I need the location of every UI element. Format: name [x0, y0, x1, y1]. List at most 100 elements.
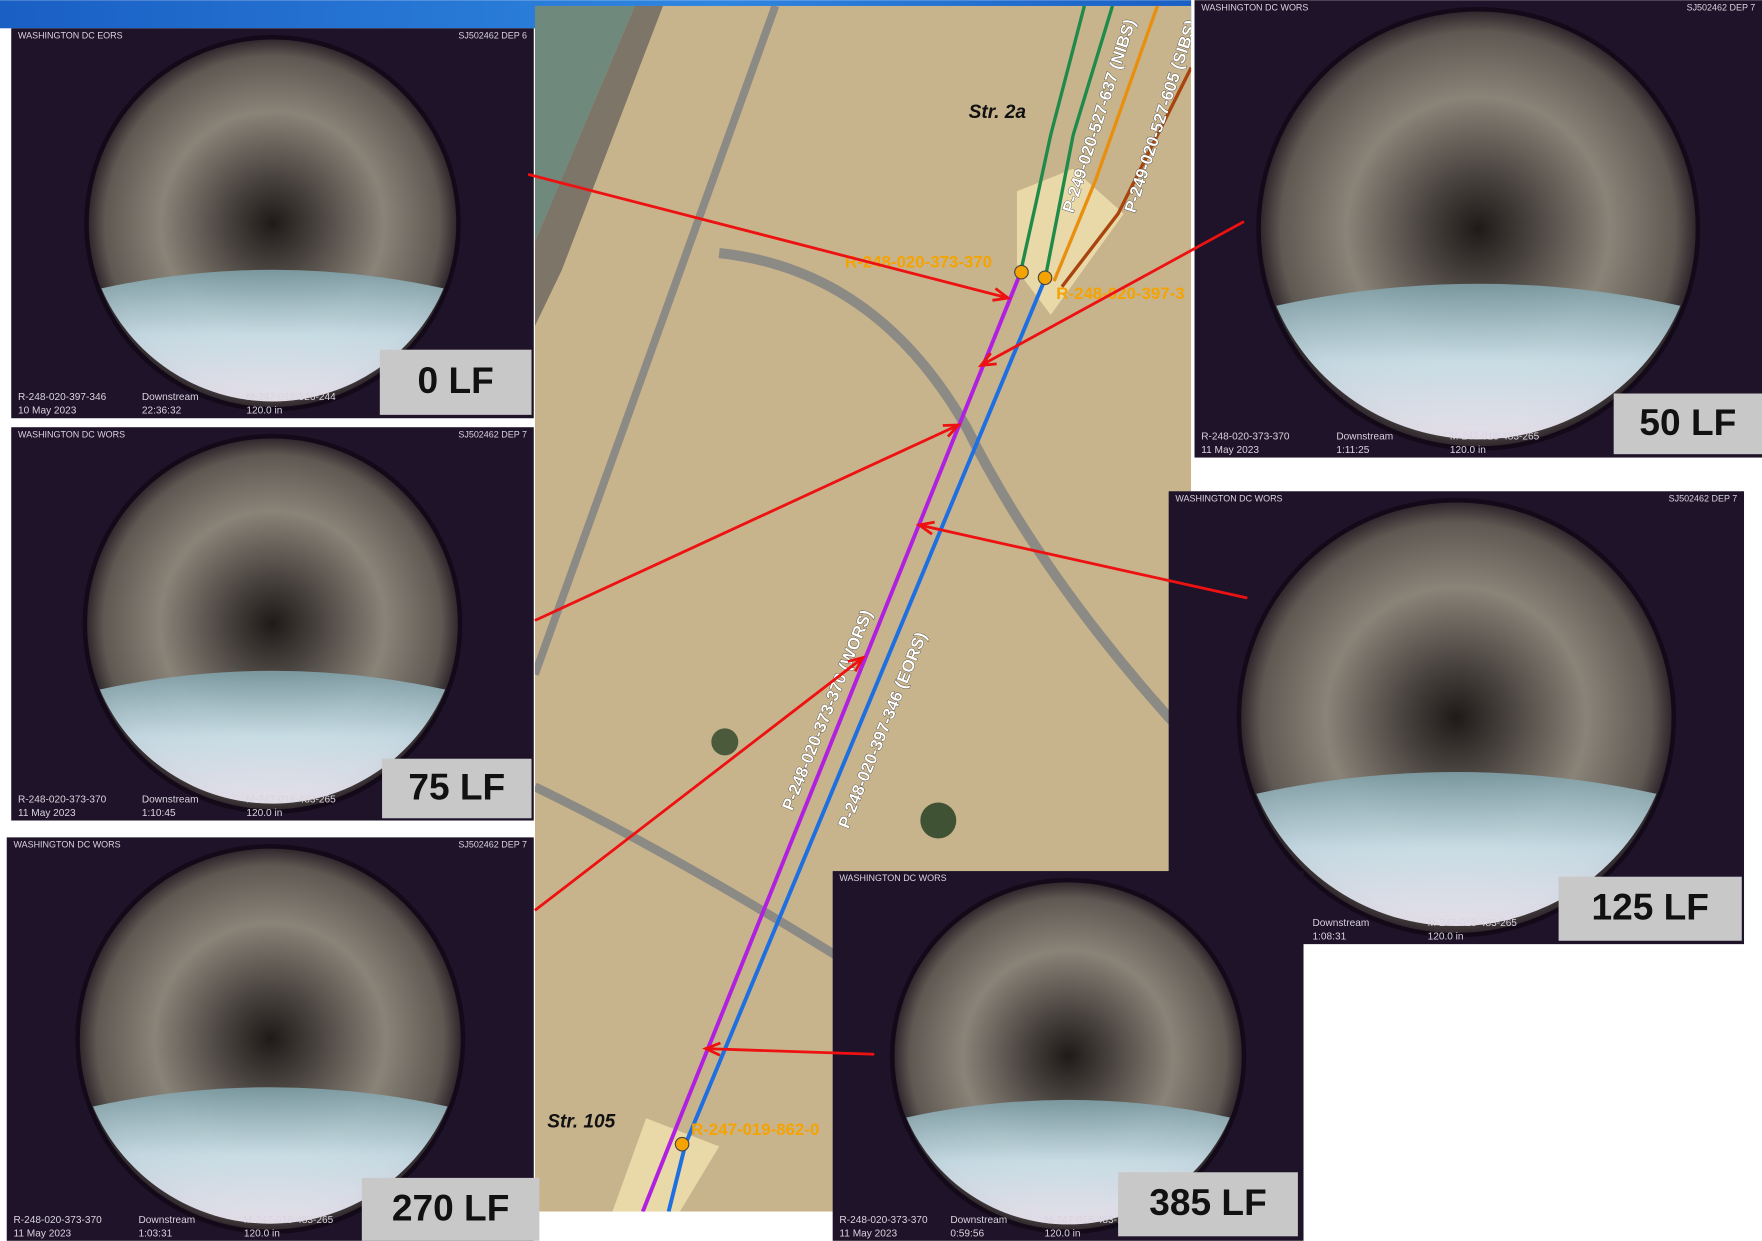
footer-text: M-247-018-483-265 — [1450, 432, 1540, 443]
footer-text: M-247-018-483-... — [1045, 1215, 1126, 1226]
node — [1014, 264, 1029, 280]
footer-text: 1:10:45 — [142, 808, 176, 819]
riprap — [534, 5, 663, 327]
arrow-head — [915, 520, 935, 536]
footer-text: 11 May 2023 — [839, 1228, 897, 1239]
header-left: WASHINGTON DC WORS — [839, 873, 946, 883]
tree — [711, 728, 739, 756]
path — [534, 782, 857, 971]
footer-text: 120.0 in — [1045, 1228, 1081, 1239]
node — [1037, 270, 1053, 286]
water — [101, 269, 444, 402]
header-right: SJ502462 DEP 7 — [1669, 493, 1738, 503]
distance-label: 385 LF — [1149, 1181, 1266, 1223]
lens-rim — [84, 35, 461, 412]
arrow-head — [942, 423, 962, 438]
footer-text: M-247-018-483-265 — [244, 1215, 334, 1226]
footer-text: R-248-020-373-370 — [839, 1215, 928, 1226]
footer-text: 1:11:25 — [1336, 445, 1369, 456]
footer-text: 120.0 in — [1450, 445, 1486, 456]
arrow — [527, 173, 1009, 300]
arrow-head — [847, 655, 866, 672]
lens-rim — [1236, 498, 1677, 938]
pipe-line — [1043, 5, 1115, 280]
header-right: SJ502462 DEP 6 — [458, 30, 527, 40]
header-left: WASHINGTON DC WORS — [18, 429, 125, 439]
header-left: WASHINGTON DC WORS — [13, 839, 120, 849]
header-right: SJ502462 DEP 7 — [458, 429, 527, 439]
footer-text: M-247-018-526-244 — [246, 392, 336, 403]
inspection-panel: WASHINGTON DC WORS SJ502462 DEP 7 R-248-02… — [11, 427, 534, 821]
distance-box — [379, 349, 532, 415]
distance-box — [1613, 393, 1762, 455]
footer-text: 11 May 2023 — [13, 1228, 71, 1239]
distance-box — [1118, 1172, 1298, 1237]
header-right: SJ502462 DEP 7 — [1687, 2, 1756, 12]
distance-label: 75 LF — [408, 765, 505, 807]
distance-box — [1558, 876, 1742, 941]
path — [534, 5, 780, 676]
footer-text: Downstream — [950, 1215, 1007, 1226]
header-left: WASHINGTON DC WORS — [1201, 2, 1308, 12]
arrow-head — [992, 287, 1012, 302]
footer-text: Downstream — [142, 795, 199, 806]
footer-text: M-247-018-483-265 — [246, 795, 336, 806]
arrow — [918, 523, 1248, 600]
distance-box — [382, 758, 532, 819]
footer-text: 120.0 in — [1428, 932, 1464, 943]
footer-text: 10 May 2023 — [18, 406, 77, 417]
footer-text: 11 May 2023 — [1201, 445, 1259, 456]
footer-text: Downstream — [1336, 432, 1393, 443]
lens-rim — [1256, 6, 1701, 451]
header-left: WASHINGTON DC EORS — [18, 30, 123, 40]
node-label: R-247-019-862-0 — [691, 1120, 819, 1139]
footer-text: Downstream — [142, 392, 199, 403]
pipe-wors — [640, 272, 1023, 1212]
footer-text: 11 May 2023 — [18, 808, 76, 819]
node-label: R-248-020-397-3 — [1056, 284, 1184, 303]
path — [718, 248, 1192, 746]
footer-text: R-248-020-373-370 — [13, 1215, 102, 1226]
arrow-head — [977, 352, 997, 368]
water — [99, 670, 446, 804]
lens-rim — [82, 433, 463, 814]
inspection-panel: WASHINGTON DC WORS SJ502462 DEP 7 R-248-02… — [1194, 0, 1762, 458]
footer-text: R-248-020-373-370 — [18, 795, 107, 806]
arrow — [980, 220, 1245, 367]
pipe-line — [1060, 66, 1192, 288]
footer-text: M-247-018-483-265 — [1428, 918, 1518, 929]
footer-text: 1:08:31 — [1313, 932, 1347, 943]
inspection-panel: WASHINGTON DC WORS R-248-020-373-370 11 Ma… — [832, 871, 1304, 1241]
water — [1276, 283, 1681, 440]
water — [1256, 772, 1657, 927]
footer-text: 120.0 in — [246, 808, 282, 819]
distance-box — [361, 1177, 540, 1241]
footer-text: 120.0 in — [246, 406, 282, 417]
inspection-panel: WASHINGTON DC WORS SJ502462 DEP 7 R-248-02… — [6, 837, 540, 1241]
tree — [920, 802, 957, 839]
footer-text: 22:36:32 — [142, 406, 182, 417]
header-right: SJ502462 DEP 7 — [458, 839, 527, 849]
footer-text: 1:03:31 — [138, 1228, 172, 1239]
distance-label: 125 LF — [1591, 886, 1708, 928]
pipe-line — [1052, 5, 1160, 282]
water — [92, 1087, 448, 1224]
arrow — [534, 656, 864, 912]
distance-label: 0 LF — [418, 359, 494, 401]
inspection-panel: WASHINGTON DC EORS SJ502462 DEP 6 R-248-02… — [11, 28, 534, 419]
panels: WASHINGTON DC EORS SJ502462 DEP 6 R-248-02… — [6, 0, 1762, 1241]
pipe-line — [1018, 5, 1087, 274]
structure-label: Str. 105 — [547, 1111, 615, 1132]
footer-text: R-248-020-397-346 — [18, 392, 107, 403]
footer-text: R-248-020-373-370 — [1201, 432, 1290, 443]
lens-rim — [889, 877, 1247, 1235]
footer-text: 120.0 in — [244, 1228, 280, 1239]
arrow-head — [702, 1041, 721, 1057]
footer-text: Downstream — [138, 1215, 195, 1226]
node — [674, 1136, 690, 1152]
arrow — [534, 423, 960, 622]
arrow — [705, 1047, 875, 1056]
